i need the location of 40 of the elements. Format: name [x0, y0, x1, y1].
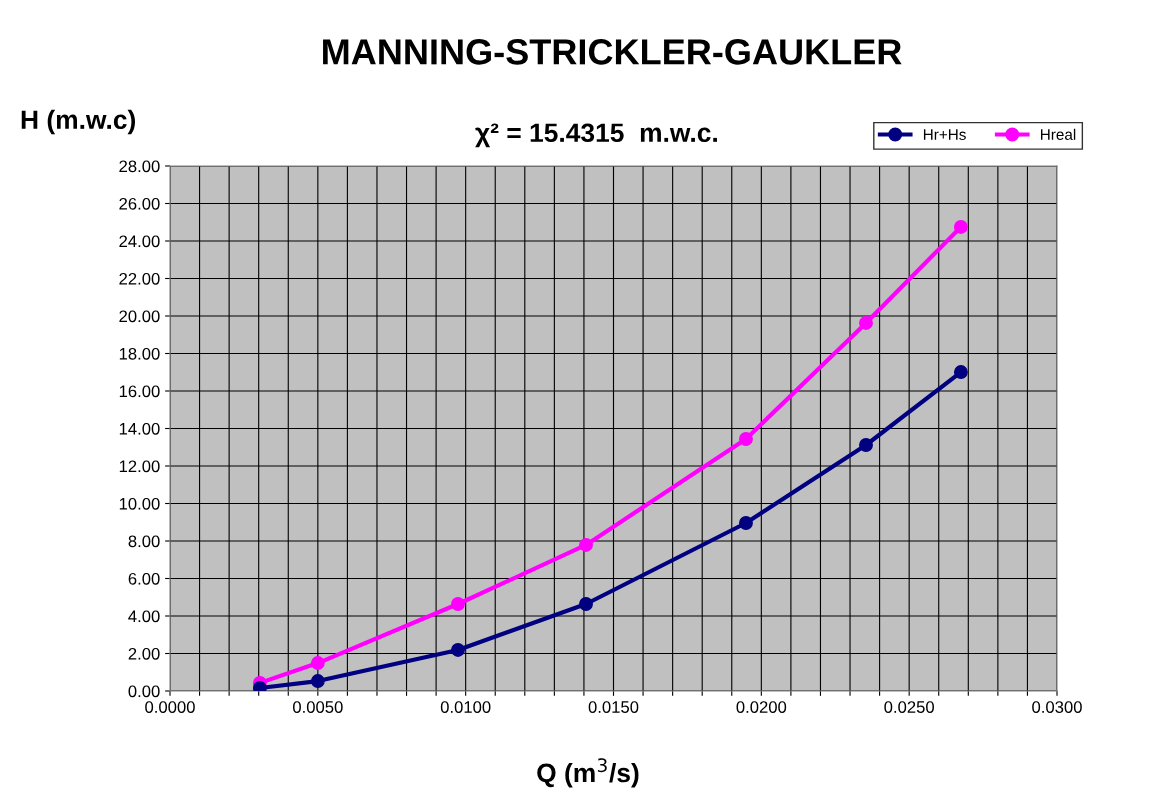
- point: [451, 642, 465, 657]
- x-tick-label: 0.0200: [736, 701, 787, 713]
- x-tick-label: 0.0150: [588, 701, 639, 713]
- legend-label: Hreal: [1041, 128, 1076, 140]
- y-tick-label: 18.00: [119, 347, 160, 360]
- x-tick-label: 0.0100: [440, 701, 491, 713]
- point: [859, 438, 873, 452]
- y-tick-label: 14.00: [119, 422, 160, 435]
- y-tick-label: 26.00: [119, 197, 160, 210]
- y-tick-label: 24.00: [119, 235, 160, 248]
- y-tick-label: 22.00: [119, 272, 160, 285]
- text: χ² = 15.4315 m.w.c.: [475, 123, 717, 148]
- point: [310, 674, 325, 689]
- y-tick-label: 12.00: [119, 460, 160, 473]
- point: [859, 315, 873, 330]
- point: [739, 432, 753, 446]
- y-tick-label: 28.00: [119, 160, 160, 173]
- y-tick-label: 10.00: [119, 497, 160, 510]
- y-tick-label: 20.00: [119, 310, 160, 323]
- y-tick-label: 0.00: [128, 685, 160, 698]
- x-tick-label: 0.0050: [293, 701, 343, 713]
- chart-title: MANNING-STRICKLER-GAUKLER: [323, 39, 902, 65]
- y-tick-label: 6.00: [128, 572, 160, 585]
- point: [310, 656, 325, 671]
- point: [579, 537, 593, 552]
- x-tick-label: 0.0000: [145, 701, 195, 713]
- y-tick-label: 16.00: [119, 385, 160, 398]
- x-axis-title: Q (m$^{3}$/s): [537, 758, 639, 788]
- point: [953, 365, 968, 380]
- point: [451, 597, 465, 611]
- y-tick-label: 4.00: [128, 610, 160, 623]
- legend-label: Hr+Hs: [923, 129, 966, 140]
- point: [579, 597, 593, 611]
- x-tick-label: 0.0300: [1032, 701, 1082, 713]
- y-tick-label: 8.00: [128, 535, 160, 548]
- x-tick-label: 0.0250: [884, 701, 935, 713]
- y-tick-label: 2.00: [128, 647, 160, 660]
- point: [953, 219, 968, 234]
- point: [739, 516, 753, 530]
- y-axis-title: H (m.w.c): [21, 109, 135, 135]
